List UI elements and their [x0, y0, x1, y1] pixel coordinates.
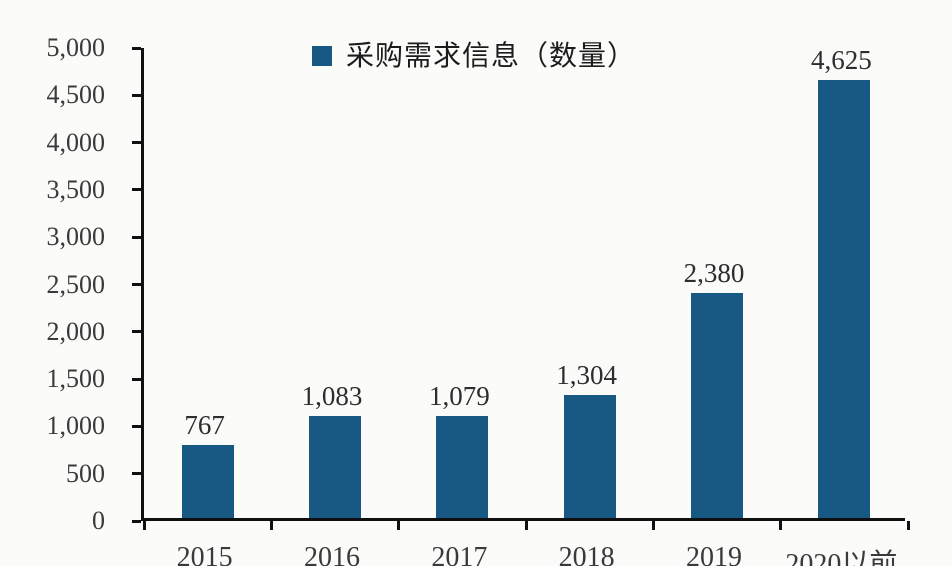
y-axis-tick	[132, 377, 141, 381]
x-axis-category-label: 2017	[431, 542, 488, 566]
x-axis-tick	[779, 521, 783, 530]
x-axis-tick	[142, 521, 146, 530]
bar-value-label: 767	[184, 410, 225, 441]
bar-2019	[691, 292, 743, 518]
legend-swatch-icon	[312, 46, 332, 66]
x-axis-category-label: 2020以前	[785, 549, 898, 566]
y-axis-tick	[132, 235, 141, 239]
y-axis-tick	[132, 93, 141, 97]
bar-value-label: 2,380	[683, 257, 745, 288]
bar-value-label: 1,079	[428, 380, 490, 411]
bar-2017	[436, 415, 489, 518]
bar-2016	[309, 415, 361, 518]
y-axis-tick-label: 4,000	[46, 127, 106, 157]
y-axis-tick	[132, 519, 141, 523]
bar-value-label: 1,083	[301, 380, 363, 411]
y-axis-tick-label: 1,000	[46, 411, 106, 441]
y-axis-tick-label: 500	[66, 458, 105, 488]
y-axis-tick-label: 1,500	[46, 364, 106, 394]
x-axis-category-label: 2019	[686, 542, 742, 566]
y-axis-tick	[132, 141, 141, 145]
x-axis-tick	[651, 521, 655, 530]
y-axis-tick-label: 2,000	[46, 316, 106, 346]
y-axis-tick	[132, 330, 141, 334]
x-axis-category-label: 2018	[558, 542, 615, 566]
y-axis-tick-label: 3,000	[46, 222, 106, 252]
x-axis-tick	[269, 521, 273, 530]
y-axis-tick-label: 3,500	[46, 174, 106, 204]
y-axis-tick	[132, 46, 141, 50]
bar-2015	[181, 445, 234, 518]
y-axis-tick-label: 0	[92, 506, 105, 535]
legend-label: 采购需求信息（数量）	[346, 41, 637, 72]
y-axis-tick	[132, 424, 141, 428]
y-axis-tick-label: 5,000	[46, 33, 106, 62]
y-axis-tick	[132, 472, 141, 476]
bar-2020以前	[818, 80, 871, 518]
x-axis-category-label: 2016	[304, 542, 360, 566]
x-axis-tick	[906, 521, 910, 530]
y-axis-tick-label: 2,500	[46, 269, 106, 299]
bar-2018	[563, 394, 616, 518]
chart-legend: 采购需求信息（数量）	[312, 34, 636, 74]
bar-value-label: 1,304	[556, 359, 618, 390]
plot-area	[132, 46, 910, 530]
y-axis-tick	[132, 188, 141, 192]
x-axis-tick	[397, 521, 401, 530]
y-axis-tick	[132, 283, 141, 286]
x-axis-tick	[524, 521, 528, 530]
bar-value-label: 4,625	[810, 45, 872, 76]
x-axis-category-label: 2015	[176, 542, 233, 566]
y-axis-tick-label: 4,500	[46, 80, 106, 110]
